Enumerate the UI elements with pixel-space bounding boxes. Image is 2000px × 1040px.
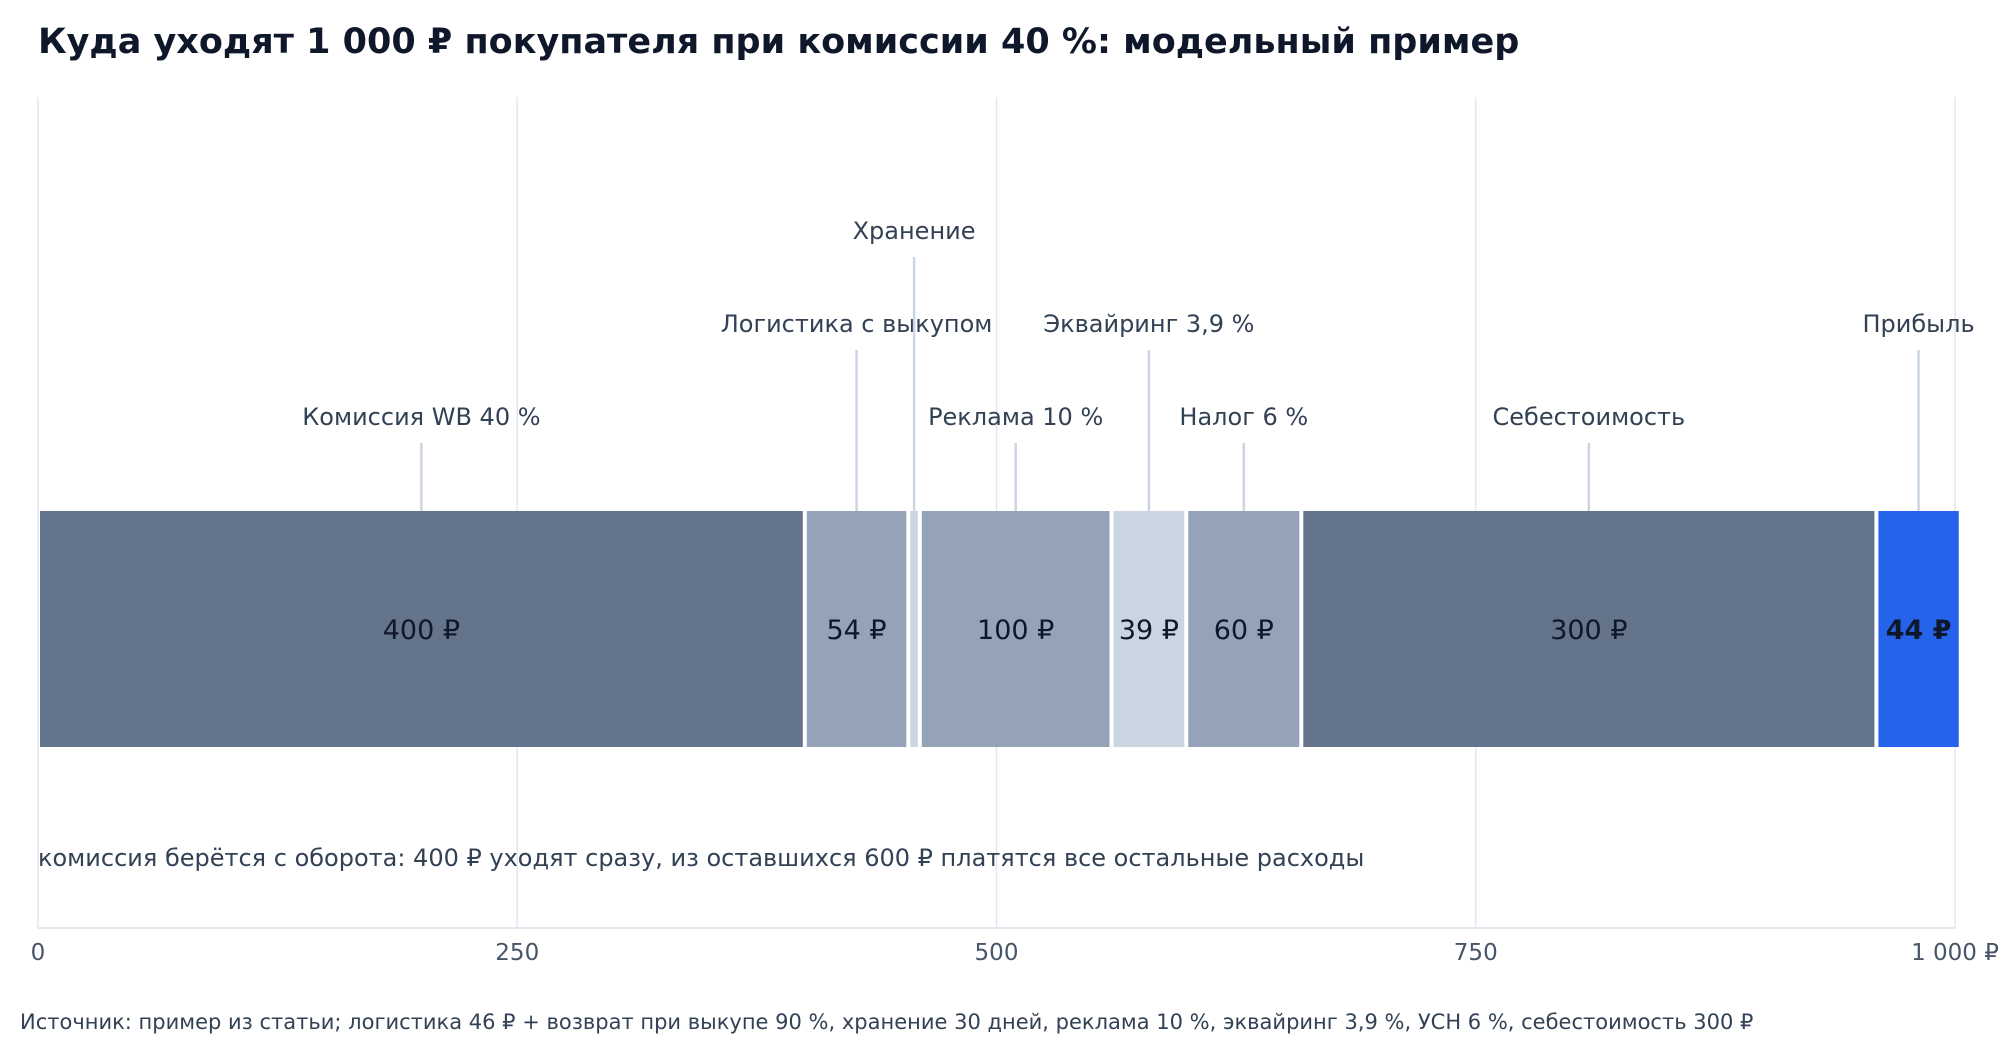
segment-label: Логистика с выкупом	[721, 310, 993, 338]
label-layer: 400 ₽ Комиссия WB 40 % 54 ₽ Логистика с вык…	[302, 217, 1974, 646]
segment-label: Реклама 10 %	[928, 403, 1103, 431]
segment-label: Прибыль	[1863, 310, 1975, 338]
bar-layer	[40, 511, 1959, 747]
bar-segment	[921, 511, 1110, 747]
x-tick-label: 1 000 ₽	[1911, 940, 1999, 966]
segment-label: Себестоимость	[1493, 403, 1686, 431]
x-tick-label: 0	[31, 940, 46, 966]
x-tick-label: 250	[495, 940, 539, 966]
x-axis: 0 250 500 750 1 000 ₽	[31, 927, 1999, 966]
segment-label: Хранение	[853, 217, 976, 245]
bar-segment	[1113, 511, 1185, 747]
segment-label: Налог 6 %	[1179, 403, 1308, 431]
chart-source-note: Источник: пример из статьи; логистика 46…	[20, 1010, 1754, 1034]
x-tick-label: 500	[975, 940, 1019, 966]
x-tick-label: 750	[1454, 940, 1498, 966]
bar-segment	[1303, 511, 1875, 747]
bar-segment	[910, 511, 918, 747]
bar-segment	[806, 511, 907, 747]
bar-segment	[40, 511, 803, 747]
bar-segment	[1188, 511, 1300, 747]
segment-label: Комиссия WB 40 %	[302, 403, 540, 431]
data-label: 54 ₽	[826, 615, 886, 646]
chart-title: Куда уходят 1 000 ₽ покупателя при комис…	[38, 22, 1520, 62]
data-label: 39 ₽	[1119, 615, 1179, 646]
segment-label: Эквайринг 3,9 %	[1043, 310, 1254, 338]
data-label: 100 ₽	[977, 615, 1054, 646]
data-label: 60 ₽	[1214, 615, 1274, 646]
data-label: 300 ₽	[1550, 615, 1627, 646]
bar-segment	[1878, 511, 1959, 747]
data-label: 44 ₽	[1886, 615, 1952, 646]
chart-annotation: комиссия берётся с оборота: 400 ₽ уходят…	[38, 844, 1364, 872]
data-label: 400 ₽	[383, 615, 460, 646]
